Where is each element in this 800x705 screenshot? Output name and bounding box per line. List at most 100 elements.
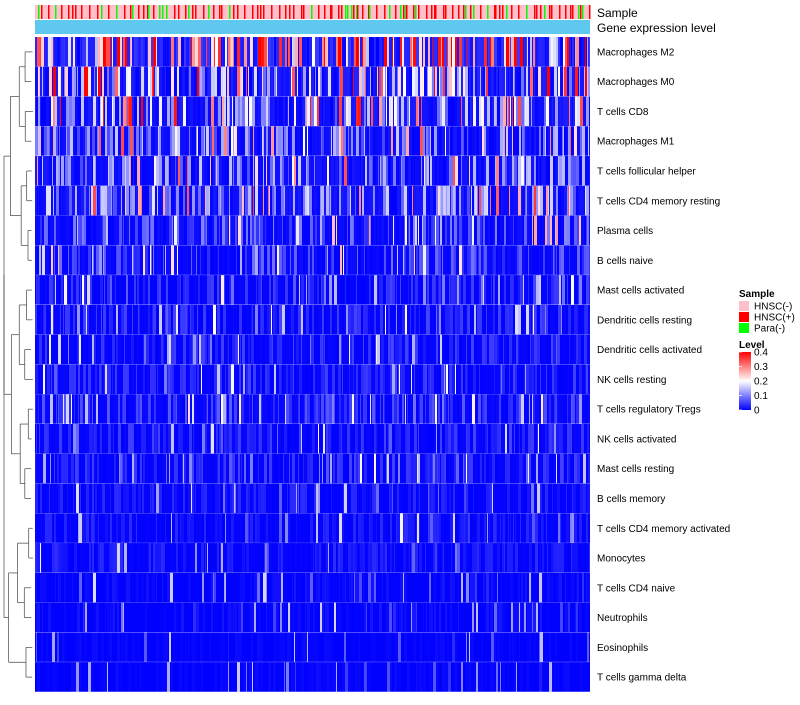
heatmap-cell bbox=[133, 394, 134, 424]
heatmap-cell bbox=[534, 305, 536, 335]
heatmap-cell bbox=[456, 186, 459, 216]
heatmap-cell bbox=[334, 245, 337, 275]
heatmap-cell bbox=[339, 67, 340, 97]
heatmap-cell bbox=[317, 305, 319, 335]
heatmap-cell bbox=[182, 454, 183, 484]
heatmap-cell bbox=[507, 216, 509, 246]
heatmap-cell bbox=[485, 67, 486, 97]
heatmap-cell bbox=[405, 305, 407, 335]
heatmap-cell bbox=[392, 484, 393, 514]
heatmap-cell bbox=[307, 126, 308, 156]
heatmap-cell bbox=[50, 126, 53, 156]
heatmap-cell bbox=[133, 67, 135, 97]
heatmap-cell bbox=[536, 37, 538, 67]
heatmap-cell bbox=[207, 305, 209, 335]
heatmap-row bbox=[35, 394, 590, 424]
heatmap-cell bbox=[308, 245, 310, 275]
heatmap-cell bbox=[155, 245, 156, 275]
heatmap-cell bbox=[443, 245, 446, 275]
heatmap-cell bbox=[427, 424, 430, 454]
heatmap-cell bbox=[112, 275, 115, 305]
heatmap-cell bbox=[325, 245, 327, 275]
heatmap-cell bbox=[180, 186, 183, 216]
heatmap-cell bbox=[518, 484, 521, 514]
heatmap-cell bbox=[464, 454, 466, 484]
heatmap-cell bbox=[370, 275, 371, 305]
heatmap-cell bbox=[337, 67, 338, 97]
heatmap-cell bbox=[77, 186, 78, 216]
heatmap-cell bbox=[317, 275, 319, 305]
heatmap-cell bbox=[359, 484, 362, 514]
heatmap-cell bbox=[437, 126, 439, 156]
heatmap-cell bbox=[238, 424, 241, 454]
heatmap-cell bbox=[285, 37, 287, 67]
heatmap-cell bbox=[346, 37, 347, 67]
heatmap-cell bbox=[399, 97, 401, 127]
heatmap-cell bbox=[92, 335, 94, 365]
heatmap-cell bbox=[457, 305, 460, 335]
heatmap-cell bbox=[224, 543, 225, 573]
heatmap-cell bbox=[238, 97, 240, 127]
heatmap-cell bbox=[382, 424, 384, 454]
heatmap-cell bbox=[349, 394, 352, 424]
heatmap-cell bbox=[420, 305, 423, 335]
heatmap-cell bbox=[587, 37, 588, 67]
heatmap-cell bbox=[37, 245, 39, 275]
heatmap-cell bbox=[127, 543, 130, 573]
heatmap-cell bbox=[558, 97, 559, 127]
heatmap-cell bbox=[396, 156, 398, 186]
heatmap-cell bbox=[245, 126, 248, 156]
heatmap-cell bbox=[505, 245, 508, 275]
heatmap-cell bbox=[137, 454, 140, 484]
heatmap-cell bbox=[508, 305, 509, 335]
heatmap-cell bbox=[40, 543, 41, 573]
heatmap-cell bbox=[255, 543, 258, 573]
heatmap-cell bbox=[446, 186, 447, 216]
heatmap-cell bbox=[92, 394, 93, 424]
heatmap-cell bbox=[259, 305, 260, 335]
heatmap-cell bbox=[69, 275, 71, 305]
heatmap-cell bbox=[572, 484, 573, 514]
heatmap-cell bbox=[63, 305, 64, 335]
heatmap-cell bbox=[361, 126, 364, 156]
heatmap-cell bbox=[196, 245, 197, 275]
heatmap-cell bbox=[370, 394, 371, 424]
heatmap-cell bbox=[179, 216, 182, 246]
heatmap-cell bbox=[390, 484, 392, 514]
heatmap-cell bbox=[275, 305, 277, 335]
heatmap-cell bbox=[268, 126, 270, 156]
heatmap-cell bbox=[477, 484, 478, 514]
heatmap-cell bbox=[124, 335, 125, 365]
heatmap-cell bbox=[108, 335, 109, 365]
heatmap-cell bbox=[297, 67, 298, 97]
heatmap-cell bbox=[307, 484, 310, 514]
heatmap-cell bbox=[177, 67, 179, 97]
heatmap-cell bbox=[43, 513, 45, 543]
heatmap-cell bbox=[440, 424, 442, 454]
heatmap-cell bbox=[117, 186, 120, 216]
heatmap-cell bbox=[329, 186, 330, 216]
heatmap-cell bbox=[317, 543, 319, 573]
heatmap-cell bbox=[510, 97, 511, 127]
heatmap-cell bbox=[203, 454, 205, 484]
heatmap-cell bbox=[292, 126, 295, 156]
heatmap-cell bbox=[417, 365, 419, 395]
heatmap-cell bbox=[163, 394, 166, 424]
heatmap-cell bbox=[486, 67, 488, 97]
heatmap-cell bbox=[143, 216, 146, 246]
heatmap-cell bbox=[285, 97, 287, 127]
heatmap-cell bbox=[307, 37, 309, 67]
heatmap-cell bbox=[562, 156, 565, 186]
heatmap-cell bbox=[217, 454, 218, 484]
heatmap-cell bbox=[59, 394, 62, 424]
heatmap-cell bbox=[504, 335, 507, 365]
heatmap-cell bbox=[296, 275, 299, 305]
heatmap-cell bbox=[556, 245, 557, 275]
heatmap-cell bbox=[489, 245, 491, 275]
heatmap-cell bbox=[569, 513, 570, 543]
heatmap-cell bbox=[187, 513, 189, 543]
heatmap-cell bbox=[47, 394, 49, 424]
heatmap-cell bbox=[479, 365, 480, 395]
heatmap-cell bbox=[354, 394, 356, 424]
heatmap-cell bbox=[383, 186, 386, 216]
